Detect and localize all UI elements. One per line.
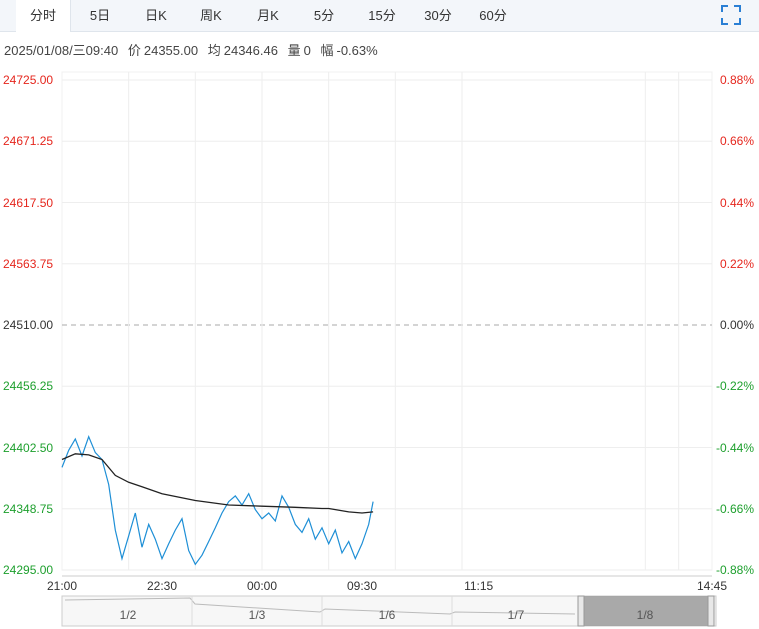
y-tick-label: 24456.25 <box>3 379 54 394</box>
tab-5day[interactable]: 5日 <box>89 8 111 23</box>
tab-weekly-k[interactable]: 周K <box>200 8 222 23</box>
pct-tick-label: 0.66% <box>719 134 754 149</box>
price-label: 价 <box>127 43 141 58</box>
y-tick-label: 24725.00 <box>3 73 54 87</box>
avg-price-line <box>61 453 374 514</box>
y-tick-label: 24402.50 <box>3 440 54 455</box>
pct-tick-label: -0.44% <box>715 440 754 455</box>
pct-tick-label: 0.44% <box>719 195 754 210</box>
volume-label: 量 <box>287 43 301 58</box>
navigator-date-label: 1/3 <box>248 608 266 622</box>
period-tab-bar: 分时 5日 日K 周K 月K 5分 15分 30分 60分 <box>0 0 759 32</box>
y-tick-label: 24510.00 <box>3 318 54 332</box>
avg-label: 均 <box>207 43 221 58</box>
tab-intraday[interactable]: 分时 <box>16 0 71 32</box>
tab-30min[interactable]: 30分 <box>424 8 452 23</box>
fullscreen-icon[interactable] <box>720 4 742 26</box>
x-tick-label: 14:45 <box>696 579 728 593</box>
pct-tick-label: -0.66% <box>715 501 754 516</box>
pct-tick-label: -0.88% <box>715 563 754 577</box>
x-tick-label: 11:15 <box>464 579 494 593</box>
tab-5min[interactable]: 5分 <box>313 8 335 23</box>
navigator-date-label: 1/2 <box>119 608 137 622</box>
y-tick-label: 24563.75 <box>3 256 54 271</box>
pct-tick-label: -0.22% <box>715 379 754 394</box>
pct-tick-label: 0.00% <box>719 318 754 332</box>
x-tick-label: 09:30 <box>346 579 378 593</box>
tab-daily-k[interactable]: 日K <box>145 8 167 23</box>
x-tick-label: 21:00 <box>46 579 78 593</box>
navigator-date-label: 1/8 <box>636 608 654 622</box>
tab-monthly-k[interactable]: 月K <box>257 8 279 23</box>
x-tick-label: 00:00 <box>246 579 278 593</box>
navigator-date-label: 1/6 <box>378 608 396 622</box>
range-value: -0.63% <box>336 43 378 58</box>
pct-tick-label: 0.22% <box>719 256 754 271</box>
quote-datetime: 2025/01/08/三09:40 <box>4 43 119 58</box>
y-tick-label: 24295.00 <box>3 563 54 577</box>
volume-value: 0 <box>303 43 311 58</box>
range-label: 幅 <box>320 43 334 58</box>
navigator-handle-left <box>577 595 585 627</box>
navigator-date-label: 1/7 <box>507 608 525 622</box>
y-tick-label: 24348.75 <box>3 501 54 516</box>
price-value: 24355.00 <box>143 43 199 58</box>
navigator-window <box>580 596 712 626</box>
tab-60min[interactable]: 60分 <box>479 8 507 23</box>
plot-area <box>61 71 713 571</box>
pct-tick-label: 0.88% <box>719 73 754 87</box>
navigator-handle-right <box>707 595 715 627</box>
price-line <box>61 435 374 566</box>
y-tick-label: 24617.50 <box>3 195 54 210</box>
y-tick-label: 24671.25 <box>3 134 54 149</box>
tab-15min[interactable]: 15分 <box>368 8 396 23</box>
x-tick-label: 22:30 <box>146 579 178 593</box>
avg-value: 24346.46 <box>223 43 278 58</box>
